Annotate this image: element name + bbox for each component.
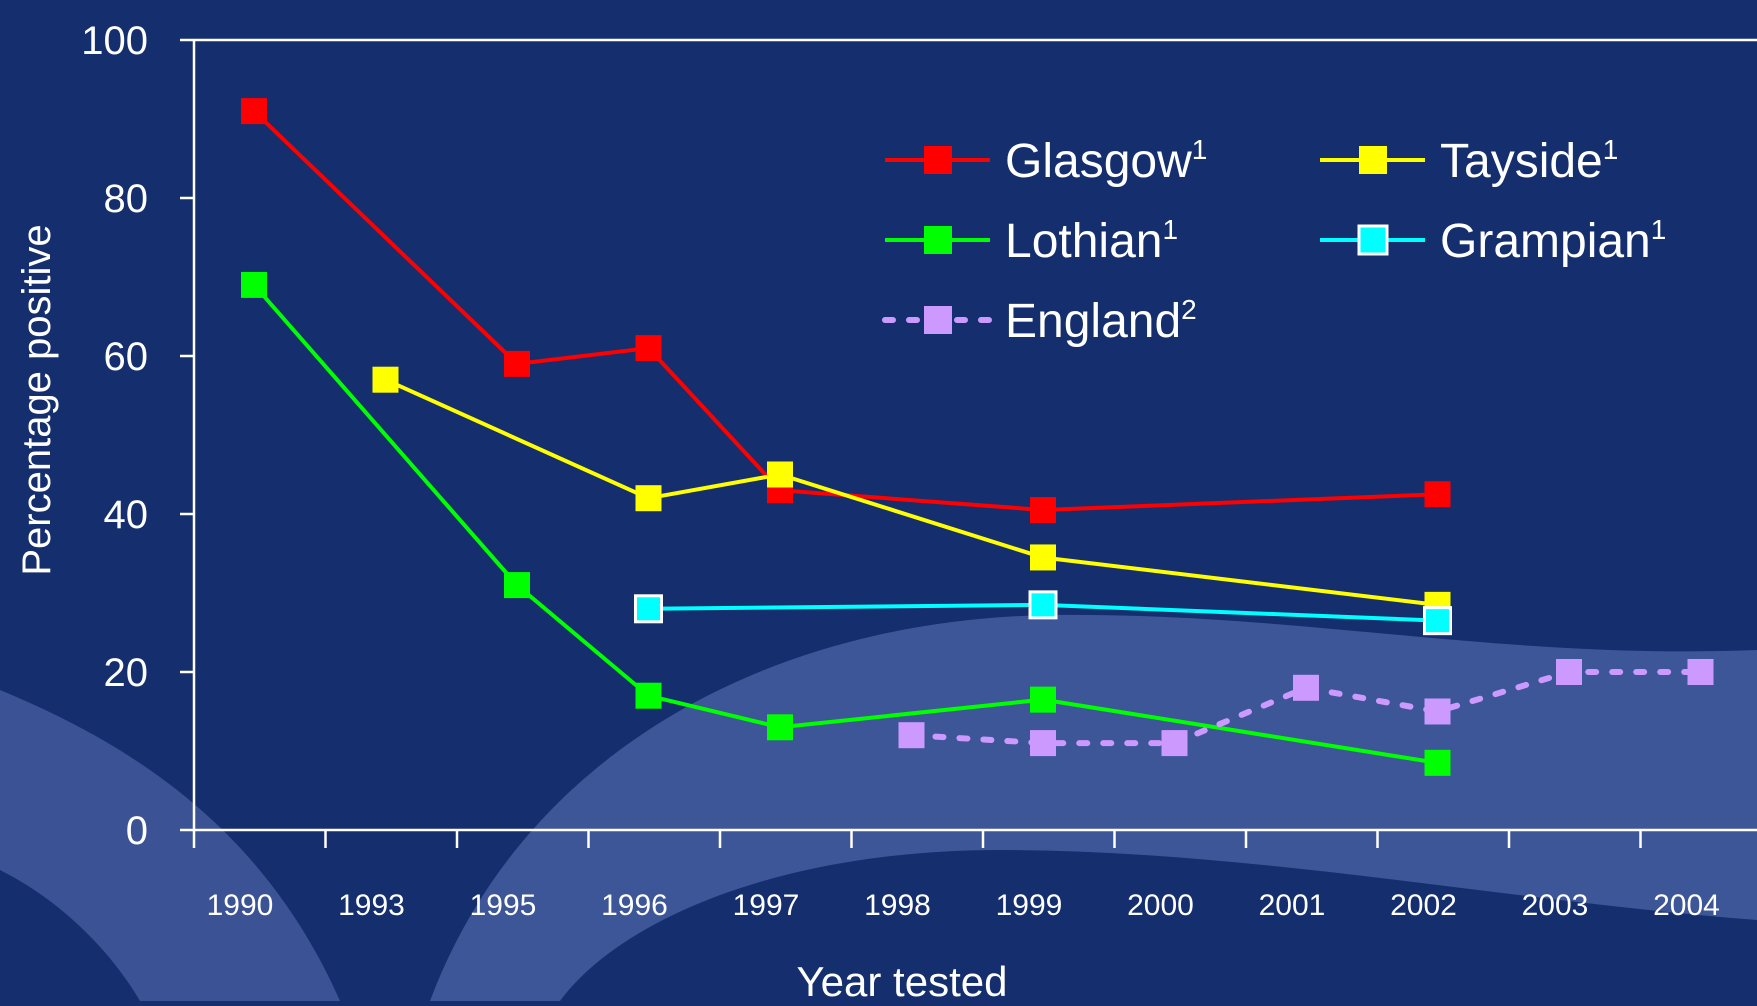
legend-label: Tayside1 <box>1440 134 1618 188</box>
series-markers <box>241 98 1714 776</box>
data-point-england <box>1293 674 1319 701</box>
data-point-glasgow <box>241 98 267 125</box>
data-point-lothian <box>1424 749 1451 776</box>
legend-marker <box>1357 224 1389 256</box>
y-tick-label: 60 <box>104 335 149 379</box>
x-tick-label: 1990 <box>207 889 274 922</box>
data-point-england <box>898 722 925 749</box>
data-point-lothian <box>1030 686 1056 713</box>
data-point-england <box>1687 659 1714 685</box>
x-tick-label: 2003 <box>1522 889 1589 922</box>
x-tick-label: 2002 <box>1390 889 1457 922</box>
legend-label: Grampian1 <box>1440 214 1666 268</box>
data-point-lothian <box>504 572 530 599</box>
data-point-england <box>1556 659 1582 685</box>
x-tick-label: 1997 <box>733 889 800 922</box>
legend-marker <box>1359 146 1387 174</box>
series-line-lothian <box>252 283 1438 765</box>
data-point-glasgow <box>504 350 530 377</box>
legend-label: Lothian1 <box>1005 214 1178 268</box>
data-point-glasgow <box>1030 497 1056 524</box>
x-tick-label: 1998 <box>864 889 931 922</box>
legend-entry-grampian: Grampian1 <box>1320 214 1666 268</box>
x-tick-label: 2001 <box>1259 889 1326 922</box>
legend-entry-glasgow: Glasgow1 <box>885 134 1207 188</box>
legend-label: England2 <box>1005 294 1197 348</box>
series-line-glasgow <box>252 109 1438 512</box>
data-point-tayside <box>1030 544 1056 571</box>
data-point-glasgow <box>635 335 662 362</box>
x-tick-label: 1995 <box>470 889 537 922</box>
data-point-england <box>1161 730 1188 757</box>
legend-marker <box>924 306 952 334</box>
data-point-tayside <box>767 461 793 488</box>
legend-superscript: 1 <box>1603 134 1619 165</box>
x-tick-label: 2004 <box>1653 889 1720 922</box>
legend-superscript: 1 <box>1192 134 1208 165</box>
y-tick-label: 80 <box>104 177 149 221</box>
x-tick-label: 1993 <box>338 889 405 922</box>
legend-marker <box>924 146 952 174</box>
y-tick-label: 40 <box>104 493 149 537</box>
x-tick-label: 1996 <box>601 889 668 922</box>
legend: Glasgow1 Tayside1 Lothian1 Grampian1 England… <box>882 134 1666 348</box>
y-axis-title: Percentage positive <box>15 224 59 575</box>
data-point-england <box>1030 730 1056 757</box>
legend-superscript: 1 <box>1162 214 1178 245</box>
legend-entry-england: England2 <box>882 294 1197 348</box>
data-point-tayside <box>635 485 662 512</box>
data-point-lothian <box>635 682 662 709</box>
legend-marker <box>924 226 952 254</box>
legend-superscript: 2 <box>1181 294 1197 325</box>
x-axis-title: Year tested <box>797 958 1008 1001</box>
y-tick-label: 20 <box>104 651 149 695</box>
legend-label: Glasgow1 <box>1005 134 1207 188</box>
data-point-england <box>1424 698 1451 725</box>
data-point-grampian <box>1028 590 1058 620</box>
x-tick-label: 1999 <box>996 889 1063 922</box>
data-point-glasgow <box>1424 481 1451 508</box>
data-point-lothian <box>767 714 793 741</box>
data-point-grampian <box>1423 606 1452 636</box>
legend-entry-tayside: Tayside1 <box>1320 134 1618 188</box>
x-tick-label: 2000 <box>1127 889 1194 922</box>
data-point-lothian <box>241 271 267 298</box>
y-tick-label: 100 <box>81 19 148 63</box>
data-point-grampian <box>634 594 663 624</box>
data-point-tayside <box>372 366 399 393</box>
axes: 0 20 40 60 80 100 1990 1993 1995 1996 1997 1998 1999… <box>81 19 1757 922</box>
y-tick-label: 0 <box>126 809 148 853</box>
legend-entry-lothian: Lothian1 <box>885 214 1178 268</box>
legend-superscript: 1 <box>1651 214 1667 245</box>
